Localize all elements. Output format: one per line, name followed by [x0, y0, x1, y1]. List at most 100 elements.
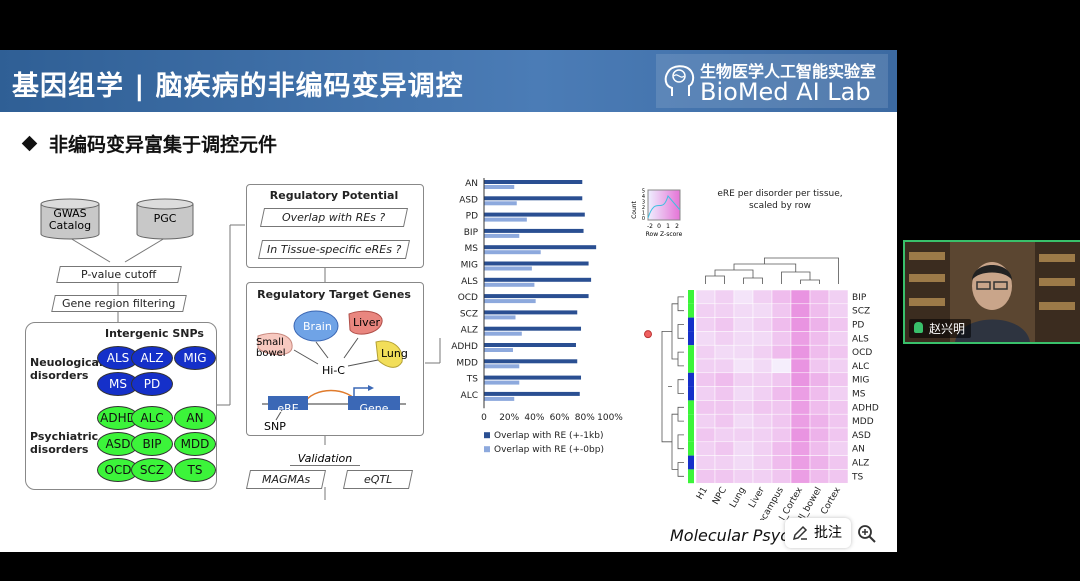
pvalue-step: P-value cutoff: [56, 266, 182, 283]
slide: 基因组学 | 脑疾病的非编码变异调控 生物医学人工智能实验室 BioMed AI…: [0, 50, 897, 552]
heatmap-cell: [695, 441, 716, 456]
slide-title: 基因组学 | 脑疾病的非编码变异调控: [12, 71, 464, 102]
legend-label-1: Overlap with RE (+-0bp): [494, 445, 604, 455]
intergenic-title: Intergenic SNPs: [105, 327, 204, 340]
heatmap-cell: [752, 427, 773, 443]
heatmap-row-label: MIG: [852, 376, 869, 386]
lab-name-en: BioMed AI Lab: [700, 78, 871, 106]
regulatory-targets-title: Regulatory Target Genes: [257, 288, 411, 301]
lab-logo-box: 生物医学人工智能实验室 BioMed AI Lab: [656, 54, 888, 108]
color-key-label: Row Z-score: [646, 231, 683, 238]
bar-alz-s1: [484, 331, 522, 336]
overlap-bar-chart: AN ASD PD BIP MS MIG ALS OCD SCZ ALZ ADHD MDD TS ALC 0…: [451, 178, 623, 455]
bar-mig-s1: [484, 266, 532, 271]
heatmap-cell: [771, 372, 792, 387]
small-bowel-label: Small bowel: [256, 337, 286, 359]
pgc-label: PGC: [153, 212, 177, 225]
bar-x-tick: 20%: [499, 413, 519, 423]
heatmap-cell: [828, 413, 849, 429]
heatmap-cell: [752, 344, 773, 360]
disorder-pill-bip: BIP: [131, 432, 173, 456]
heatmap-cell: [733, 289, 754, 305]
heatmap-cell: [695, 317, 716, 332]
ere-label: eRE: [277, 402, 299, 415]
heatmap-cell: [714, 303, 735, 318]
heatmap-cell: [828, 289, 849, 305]
heatmap-row-label: SCZ: [852, 307, 870, 317]
bar-category-label: TS: [466, 375, 478, 385]
bar-alz-s0: [484, 326, 582, 331]
heatmap-cell: [790, 469, 811, 484]
disorder-pill-ms: MS: [97, 372, 139, 396]
brain-head-icon: [664, 65, 695, 96]
disorder-pill-asd: ASD: [97, 432, 139, 456]
bar-x-tick: 100%: [597, 413, 623, 423]
overlap-res-step: Overlap with REs ?: [259, 208, 409, 227]
heatmap-cell: [809, 372, 830, 387]
heatmap-cell: [828, 455, 849, 470]
disorder-pill-ts: TS: [174, 458, 216, 482]
heatmap-cell: [752, 317, 773, 332]
bar-ocd-s1: [484, 299, 536, 304]
heatmap-cell: [809, 469, 830, 484]
annotate-button[interactable]: 批注: [785, 518, 851, 548]
heatmap-cell: [790, 331, 811, 346]
heatmap-cell: [752, 358, 773, 374]
lung-label: Lung: [381, 347, 408, 360]
participant-video-tile[interactable]: 赵兴明: [903, 240, 1080, 344]
heatmap-cell: [771, 344, 792, 360]
neuro-label: Neuological disorders: [30, 356, 103, 382]
color-key-histogram: [647, 194, 681, 219]
bar-category-label: SCZ: [460, 309, 478, 319]
bar-category-label: ALZ: [461, 326, 478, 336]
disorder-pill-mdd: MDD: [174, 432, 216, 456]
heatmap-cell: [714, 331, 735, 346]
bar-ms-s0: [484, 245, 597, 250]
heatmap-cell: [714, 289, 735, 305]
disorder-pill-an: AN: [174, 406, 216, 430]
gene-region-step: Gene region filtering: [51, 295, 187, 312]
bar-category-label: MDD: [456, 358, 478, 368]
participant-name: 赵兴明: [929, 322, 966, 336]
heatmap-cell: [714, 469, 735, 484]
hic-label: Hi-C: [322, 364, 345, 377]
bar-pd-s0: [484, 212, 585, 217]
heatmap-row-label: ALC: [852, 362, 869, 372]
heatmap-cell: [771, 386, 792, 401]
subtitle-text: 非编码变异富集于调控元件: [49, 134, 278, 156]
bar-als-s1: [484, 282, 535, 287]
heatmap-cell: [714, 413, 735, 429]
disorder-pill-scz: SCZ: [131, 458, 173, 482]
heatmap-col-label: Cortex: [819, 485, 843, 516]
liver-label: Liver: [353, 316, 380, 329]
disorder-pill-mig: MIG: [174, 346, 216, 370]
disorder-pill-alz: ALZ: [131, 346, 173, 370]
disorder-pill-alc: ALC: [131, 406, 173, 430]
heatmap-col-label: NPC: [711, 486, 729, 507]
lab-name-cn: 生物医学人工智能实验室: [700, 62, 877, 81]
row-group-asd: [688, 428, 694, 442]
bar-category-label: MS: [465, 244, 479, 254]
heatmap-cell: [828, 317, 849, 332]
row-group-ts: [688, 469, 694, 484]
heatmap-cell: [695, 372, 716, 387]
row-group-pd: [688, 317, 694, 332]
heatmap-cell: [695, 413, 716, 429]
heatmap-cell: [771, 455, 792, 470]
brain-label: Brain: [303, 320, 332, 333]
mic-icon: [914, 322, 923, 333]
eqtl-step: eQTL: [342, 470, 414, 489]
zoom-in-icon[interactable]: [857, 524, 877, 544]
heatmap-cell: [809, 441, 830, 456]
heatmap-cell: [828, 386, 849, 401]
heatmap-row-label: MDD: [852, 417, 874, 427]
bar-an-s1: [484, 185, 515, 189]
heatmap-cell: [695, 400, 716, 415]
pointer-marker: [644, 330, 652, 339]
heatmap-cell: [714, 317, 735, 332]
heatmap-cell: [771, 469, 792, 484]
heatmap-col-label: Lung: [728, 486, 748, 510]
bar-adhd-s1: [484, 348, 513, 352]
bar-x-tick: 60%: [550, 413, 570, 423]
bar-category-label: MIG: [461, 261, 478, 271]
